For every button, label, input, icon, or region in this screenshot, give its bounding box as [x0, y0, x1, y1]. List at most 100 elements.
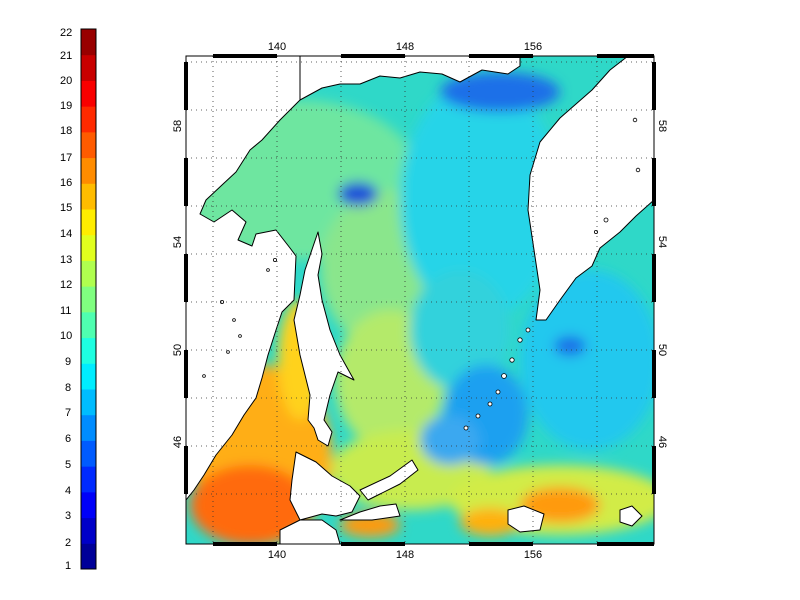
- colorbar-frame: [80, 28, 97, 570]
- colorbar-label: 1: [65, 560, 71, 572]
- border-segment: [213, 542, 277, 546]
- sst-patch: [190, 465, 310, 544]
- island: [475, 413, 481, 419]
- graticule: [186, 56, 654, 544]
- island: [517, 337, 523, 343]
- colorbar-block: [81, 466, 96, 493]
- colorbar-label: 17: [60, 152, 72, 164]
- border-segment: [469, 542, 533, 546]
- colorbar-block: [81, 311, 96, 339]
- lon-labels-bottom: 140 148 156: [268, 549, 542, 561]
- colorbar-label: 3: [65, 510, 71, 522]
- land-japan: [279, 519, 341, 544]
- border-segment: [184, 62, 188, 110]
- island: [635, 167, 641, 173]
- colorbar-label: 4: [65, 485, 71, 497]
- lat-label: 46: [172, 436, 184, 448]
- land-asia-mainland: [186, 56, 301, 501]
- colorbar-label: 19: [60, 100, 72, 112]
- land-hokkaido: [289, 451, 361, 521]
- sst-patch: [420, 415, 480, 465]
- lon-label: 156: [524, 41, 542, 53]
- colorbar-block: [81, 131, 96, 159]
- sst-patch: [400, 80, 560, 320]
- map-border-ticks: [184, 54, 656, 546]
- island: [272, 257, 277, 262]
- island: [232, 318, 236, 322]
- colorbar-label: 20: [60, 75, 72, 87]
- lat-label: 46: [656, 436, 668, 448]
- colorbar-label: 14: [60, 228, 72, 240]
- colorbar-label: 18: [60, 125, 72, 137]
- sst-patch: [440, 72, 560, 112]
- colorbar-block: [81, 157, 96, 184]
- land-south-islands: [507, 505, 545, 533]
- lon-label: 140: [268, 41, 286, 53]
- lat-label: 50: [172, 344, 184, 356]
- border-segment: [341, 54, 405, 58]
- island: [202, 374, 206, 378]
- island: [594, 229, 599, 234]
- sst-patch: [410, 270, 510, 390]
- border-segment: [184, 254, 188, 302]
- land-sakhalin: [293, 231, 355, 447]
- colorbar-label: 15: [60, 202, 72, 214]
- colorbar-block: [81, 491, 96, 519]
- colorbar-block: [81, 234, 96, 261]
- lat-label: 50: [656, 344, 668, 356]
- colorbar-label: 10: [60, 330, 72, 342]
- border-segment: [184, 350, 188, 398]
- border-segment: [184, 446, 188, 494]
- island: [226, 350, 230, 354]
- border-segment: [652, 62, 656, 110]
- island: [266, 268, 270, 272]
- lon-label: 148: [396, 549, 414, 561]
- island: [463, 425, 469, 431]
- island: [509, 357, 515, 363]
- map-panel: 140 148 156 140 148 156 58 54 50 46 58 5…: [172, 41, 668, 561]
- colorbar-label: 2: [65, 537, 71, 549]
- colorbar-labels: 22 21 20 19 18 17 16 15 14 13 12 11 10 9…: [60, 27, 72, 572]
- land-south-coast: [339, 503, 401, 521]
- land-north-coast: [299, 56, 521, 101]
- sst-field: [186, 56, 654, 544]
- island: [632, 117, 638, 123]
- colorbar-label: 21: [60, 50, 72, 62]
- land-masses: [186, 56, 654, 544]
- colorbar-label: 22: [60, 27, 72, 39]
- border-segment: [597, 542, 654, 546]
- land-kurils: [359, 459, 419, 501]
- colorbar-label: 5: [65, 459, 71, 471]
- lon-label: 156: [524, 549, 542, 561]
- island: [495, 389, 501, 395]
- colorbar-block: [81, 80, 96, 107]
- border-segment: [213, 54, 277, 58]
- sst-patch: [554, 336, 586, 356]
- island-specks: [202, 117, 641, 431]
- colorbar-label: 12: [60, 279, 72, 291]
- border-segment: [652, 254, 656, 302]
- colorbar-block: [81, 337, 96, 364]
- colorbar-label: 9: [65, 356, 71, 368]
- island: [603, 217, 609, 223]
- colorbar-label: 8: [65, 382, 71, 394]
- land-south-islands: [619, 505, 643, 527]
- lat-label: 54: [656, 236, 668, 248]
- lat-labels-left: 58 54 50 46: [172, 120, 184, 448]
- lon-label: 140: [268, 549, 286, 561]
- border-segment: [341, 542, 405, 546]
- sst-patch: [520, 270, 654, 450]
- border-segment: [184, 158, 188, 206]
- sst-patch: [460, 508, 520, 536]
- temperature-patches: [186, 72, 654, 544]
- colorbar-label: 13: [60, 254, 72, 266]
- land-kamchatka: [527, 56, 654, 321]
- colorbar-block: [81, 440, 96, 467]
- colorbar-blocks: [81, 29, 96, 570]
- colorbar-block: [81, 389, 96, 416]
- island: [501, 373, 507, 379]
- border-segment: [652, 158, 656, 206]
- lon-labels-top: 140 148 156: [268, 41, 542, 53]
- border-segment: [469, 54, 533, 58]
